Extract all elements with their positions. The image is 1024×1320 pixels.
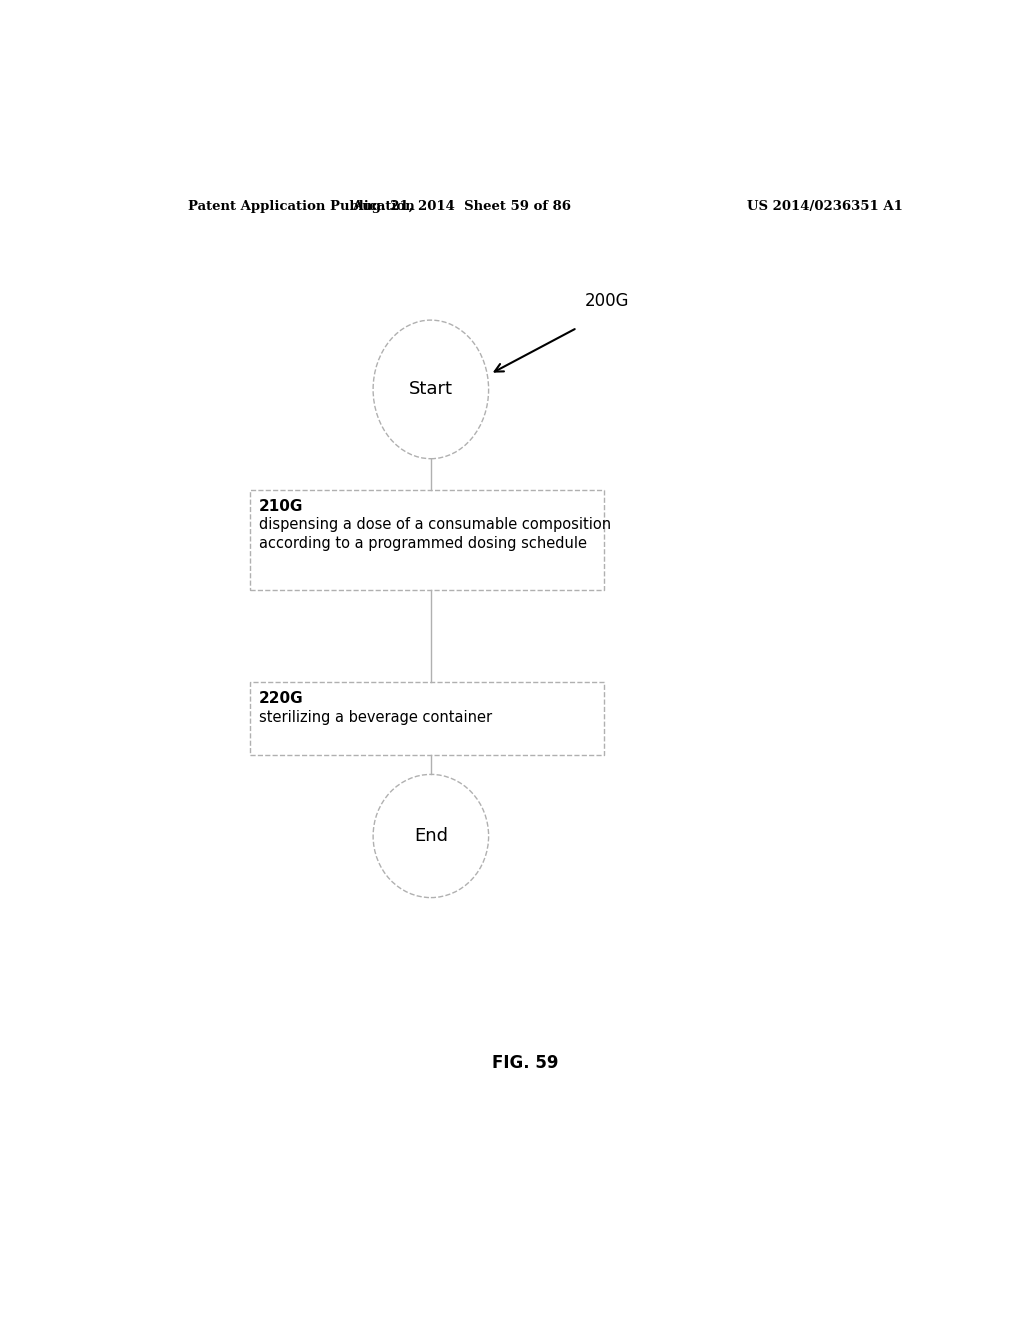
Text: End: End	[414, 828, 447, 845]
Text: Aug. 21, 2014  Sheet 59 of 86: Aug. 21, 2014 Sheet 59 of 86	[352, 199, 571, 213]
Text: Patent Application Publication: Patent Application Publication	[188, 199, 415, 213]
Text: Start: Start	[409, 380, 453, 399]
Bar	[250, 490, 604, 590]
Text: 220G: 220G	[259, 692, 304, 706]
Text: 200G: 200G	[585, 292, 630, 310]
Text: FIG. 59: FIG. 59	[492, 1055, 558, 1072]
Text: 210G: 210G	[259, 499, 303, 513]
Text: according to a programmed dosing schedule: according to a programmed dosing schedul…	[259, 536, 587, 550]
Text: dispensing a dose of a consumable composition: dispensing a dose of a consumable compos…	[259, 517, 611, 532]
Bar	[250, 682, 604, 755]
Text: US 2014/0236351 A1: US 2014/0236351 A1	[746, 199, 902, 213]
Text: sterilizing a beverage container: sterilizing a beverage container	[259, 710, 493, 725]
